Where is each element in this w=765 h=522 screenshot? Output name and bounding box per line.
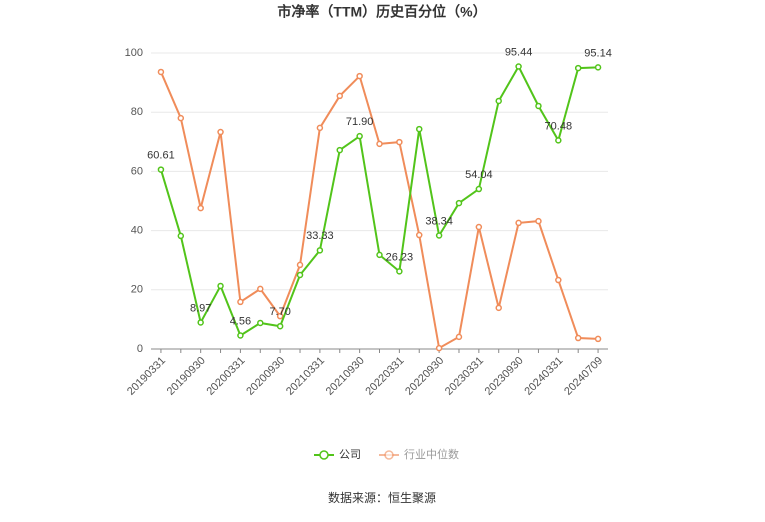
point bbox=[336, 92, 344, 100]
point bbox=[515, 219, 522, 227]
point bbox=[376, 140, 383, 148]
data-label: 4.56 bbox=[230, 315, 251, 327]
point bbox=[237, 332, 244, 339]
x-tick-label: 20200331 bbox=[204, 355, 247, 398]
x-tick-label: 20220331 bbox=[363, 355, 406, 398]
data-label: 26.23 bbox=[386, 251, 414, 263]
point bbox=[356, 72, 363, 80]
point bbox=[475, 185, 483, 193]
x-tick-label: 20190331 bbox=[125, 355, 168, 398]
x-tick-label: 20230331 bbox=[443, 355, 486, 398]
legend-label: 行业中位数 bbox=[404, 447, 459, 461]
source: 数据来源：恒生聚源 bbox=[328, 490, 436, 505]
x-tick-label: 20230930 bbox=[483, 355, 526, 398]
point bbox=[555, 137, 562, 144]
legend-label: 公司 bbox=[339, 449, 361, 461]
point bbox=[594, 335, 602, 343]
point bbox=[296, 271, 304, 279]
point bbox=[257, 285, 264, 293]
legend-marker bbox=[319, 450, 329, 460]
x-tick-label: 20210930 bbox=[324, 355, 367, 398]
point bbox=[455, 199, 463, 207]
data-label: 60.61 bbox=[147, 150, 175, 162]
data-label: 70.48 bbox=[545, 120, 573, 132]
data-label: 71.90 bbox=[346, 116, 374, 128]
point bbox=[555, 276, 562, 284]
data-label: 38.34 bbox=[425, 215, 453, 227]
point bbox=[296, 261, 304, 269]
point bbox=[535, 217, 542, 225]
point bbox=[336, 146, 344, 154]
point bbox=[396, 268, 403, 275]
point bbox=[435, 344, 443, 352]
point bbox=[257, 319, 264, 327]
x-tick-label: 20190930 bbox=[165, 355, 208, 398]
point bbox=[455, 333, 463, 341]
point bbox=[495, 97, 502, 105]
point bbox=[396, 138, 403, 146]
y-tick-label: 40 bbox=[131, 225, 143, 237]
point bbox=[574, 334, 582, 342]
x-tick-label: 20210331 bbox=[284, 355, 327, 398]
x-tick-label: 20200930 bbox=[244, 355, 287, 398]
point bbox=[237, 298, 244, 306]
legend-marker bbox=[384, 450, 394, 460]
chart-title: 市净率（TTM）历史百分位（%） bbox=[277, 4, 486, 20]
point bbox=[157, 68, 165, 76]
point bbox=[276, 312, 284, 320]
y-tick-label: 80 bbox=[131, 106, 143, 118]
data-label: 54.04 bbox=[465, 169, 493, 181]
x-tick-label: 20240331 bbox=[522, 355, 565, 398]
point bbox=[197, 204, 204, 212]
point bbox=[316, 247, 324, 254]
point bbox=[356, 132, 363, 140]
x-tick-label: 20220930 bbox=[403, 355, 446, 398]
y-tick-label: 0 bbox=[137, 343, 143, 355]
point bbox=[495, 304, 502, 312]
point bbox=[415, 125, 423, 133]
point bbox=[535, 102, 542, 110]
series-line bbox=[160, 71, 599, 350]
point bbox=[217, 128, 224, 136]
point bbox=[515, 63, 522, 70]
point bbox=[276, 322, 284, 330]
point bbox=[435, 232, 443, 239]
point bbox=[157, 166, 165, 173]
y-tick-label: 100 bbox=[125, 47, 143, 59]
y-tick-label: 60 bbox=[131, 165, 143, 177]
point bbox=[177, 232, 185, 240]
point bbox=[217, 282, 224, 290]
point bbox=[574, 64, 582, 72]
x-tick-label: 20240709 bbox=[562, 355, 605, 398]
point bbox=[475, 223, 483, 231]
point bbox=[197, 319, 204, 326]
data-label: 95.14 bbox=[584, 47, 612, 59]
data-label: 7.70 bbox=[269, 306, 290, 318]
point bbox=[594, 64, 602, 71]
y-tick-label: 20 bbox=[131, 284, 143, 296]
point bbox=[177, 114, 185, 122]
series-line bbox=[159, 64, 599, 337]
point bbox=[316, 124, 324, 132]
point bbox=[415, 231, 423, 239]
data-label: 33.33 bbox=[306, 230, 334, 242]
data-label: 95.44 bbox=[505, 46, 533, 58]
point bbox=[376, 251, 383, 259]
data-label: 8.97 bbox=[190, 302, 211, 314]
